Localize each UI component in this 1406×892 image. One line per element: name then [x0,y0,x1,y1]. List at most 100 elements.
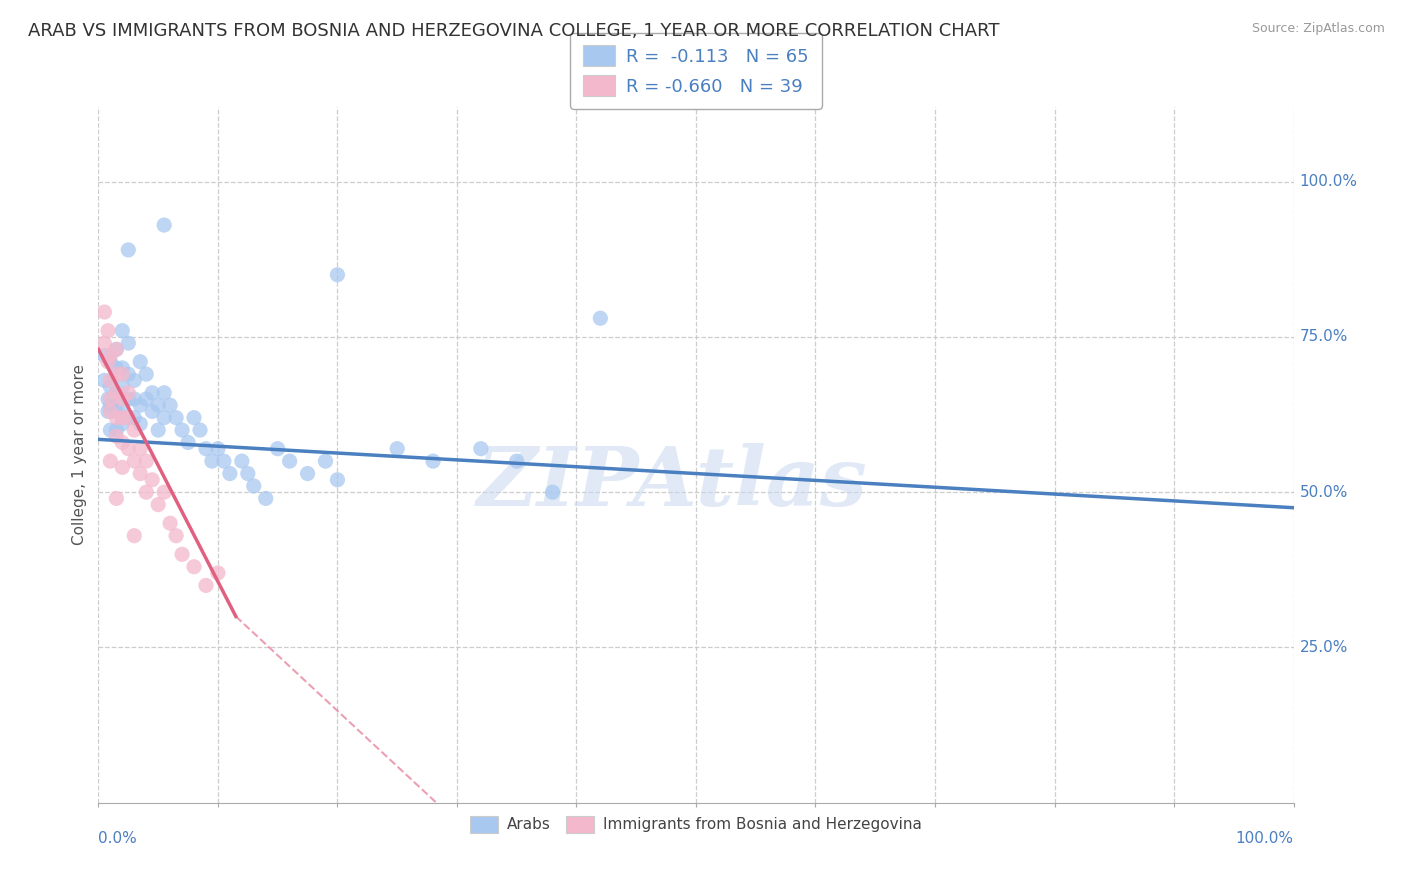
Point [117,442,139,456]
Point [98,392,122,406]
Point [124,373,146,387]
Point [326,473,349,487]
Point [98,454,122,468]
Point [183,410,205,425]
Point [124,410,146,425]
Point [117,367,139,381]
Point [141,473,163,487]
Point [148,498,170,512]
Point [297,467,319,481]
Text: 25.0%: 25.0% [1299,640,1348,655]
Point [105,423,128,437]
Point [111,367,134,381]
Point [93,336,115,351]
Y-axis label: College, 1 year or more: College, 1 year or more [72,365,87,545]
Point [105,361,128,376]
Point [153,410,176,425]
Point [105,385,128,400]
Point [124,392,146,406]
Point [124,423,146,437]
Point [98,423,122,437]
Point [105,410,128,425]
Legend: Arabs, Immigrants from Bosnia and Herzegovina: Arabs, Immigrants from Bosnia and Herzeg… [460,805,932,844]
Point [93,349,115,363]
Point [135,367,157,381]
Point [97,355,120,369]
Point [254,491,277,506]
Point [231,454,253,468]
Point [98,404,122,418]
Point [188,423,211,437]
Point [117,336,139,351]
Point [141,404,163,418]
Point [117,243,139,257]
Point [422,454,444,468]
Point [129,442,152,456]
Point [105,404,128,418]
Point [385,442,409,456]
Text: 100.0%: 100.0% [1299,174,1358,189]
Point [172,423,194,437]
Point [541,485,564,500]
Point [243,479,266,493]
Point [129,355,152,369]
Point [326,268,349,282]
Point [267,442,290,456]
Point [236,467,259,481]
Text: ARAB VS IMMIGRANTS FROM BOSNIA AND HERZEGOVINA COLLEGE, 1 YEAR OR MORE CORRELATI: ARAB VS IMMIGRANTS FROM BOSNIA AND HERZE… [28,22,1000,40]
Point [124,529,146,543]
Point [141,385,163,400]
Point [98,349,122,363]
Point [111,417,134,431]
Point [195,578,218,592]
Text: 0.0%: 0.0% [98,830,138,846]
Point [315,454,337,468]
Point [212,454,235,468]
Point [117,410,139,425]
Point [129,398,152,412]
Point [159,516,181,531]
Point [111,324,134,338]
Text: 50.0%: 50.0% [1299,484,1348,500]
Point [117,392,139,406]
Point [183,559,205,574]
Point [207,566,229,580]
Point [98,398,122,412]
Point [105,343,128,357]
Point [172,547,194,561]
Point [93,305,115,319]
Point [219,467,242,481]
Point [201,454,224,468]
Point [177,435,200,450]
Point [148,423,170,437]
Point [111,361,134,376]
Point [97,404,120,418]
Point [105,367,128,381]
Point [111,379,134,393]
Point [105,429,128,443]
Point [111,392,134,406]
Point [165,529,187,543]
Point [98,373,122,387]
Point [98,355,122,369]
Point [105,385,128,400]
Point [129,467,152,481]
Point [278,454,301,468]
Point [111,460,134,475]
Point [111,398,134,412]
Point [506,454,529,468]
Point [93,373,115,387]
Point [105,343,128,357]
Point [111,435,134,450]
Point [97,392,120,406]
Point [97,324,120,338]
Point [470,442,492,456]
Point [124,454,146,468]
Point [589,311,612,326]
Point [153,485,176,500]
Point [153,385,176,400]
Text: ZIPAtlas: ZIPAtlas [477,442,868,523]
Text: 100.0%: 100.0% [1236,830,1294,846]
Point [135,392,157,406]
Point [207,442,229,456]
